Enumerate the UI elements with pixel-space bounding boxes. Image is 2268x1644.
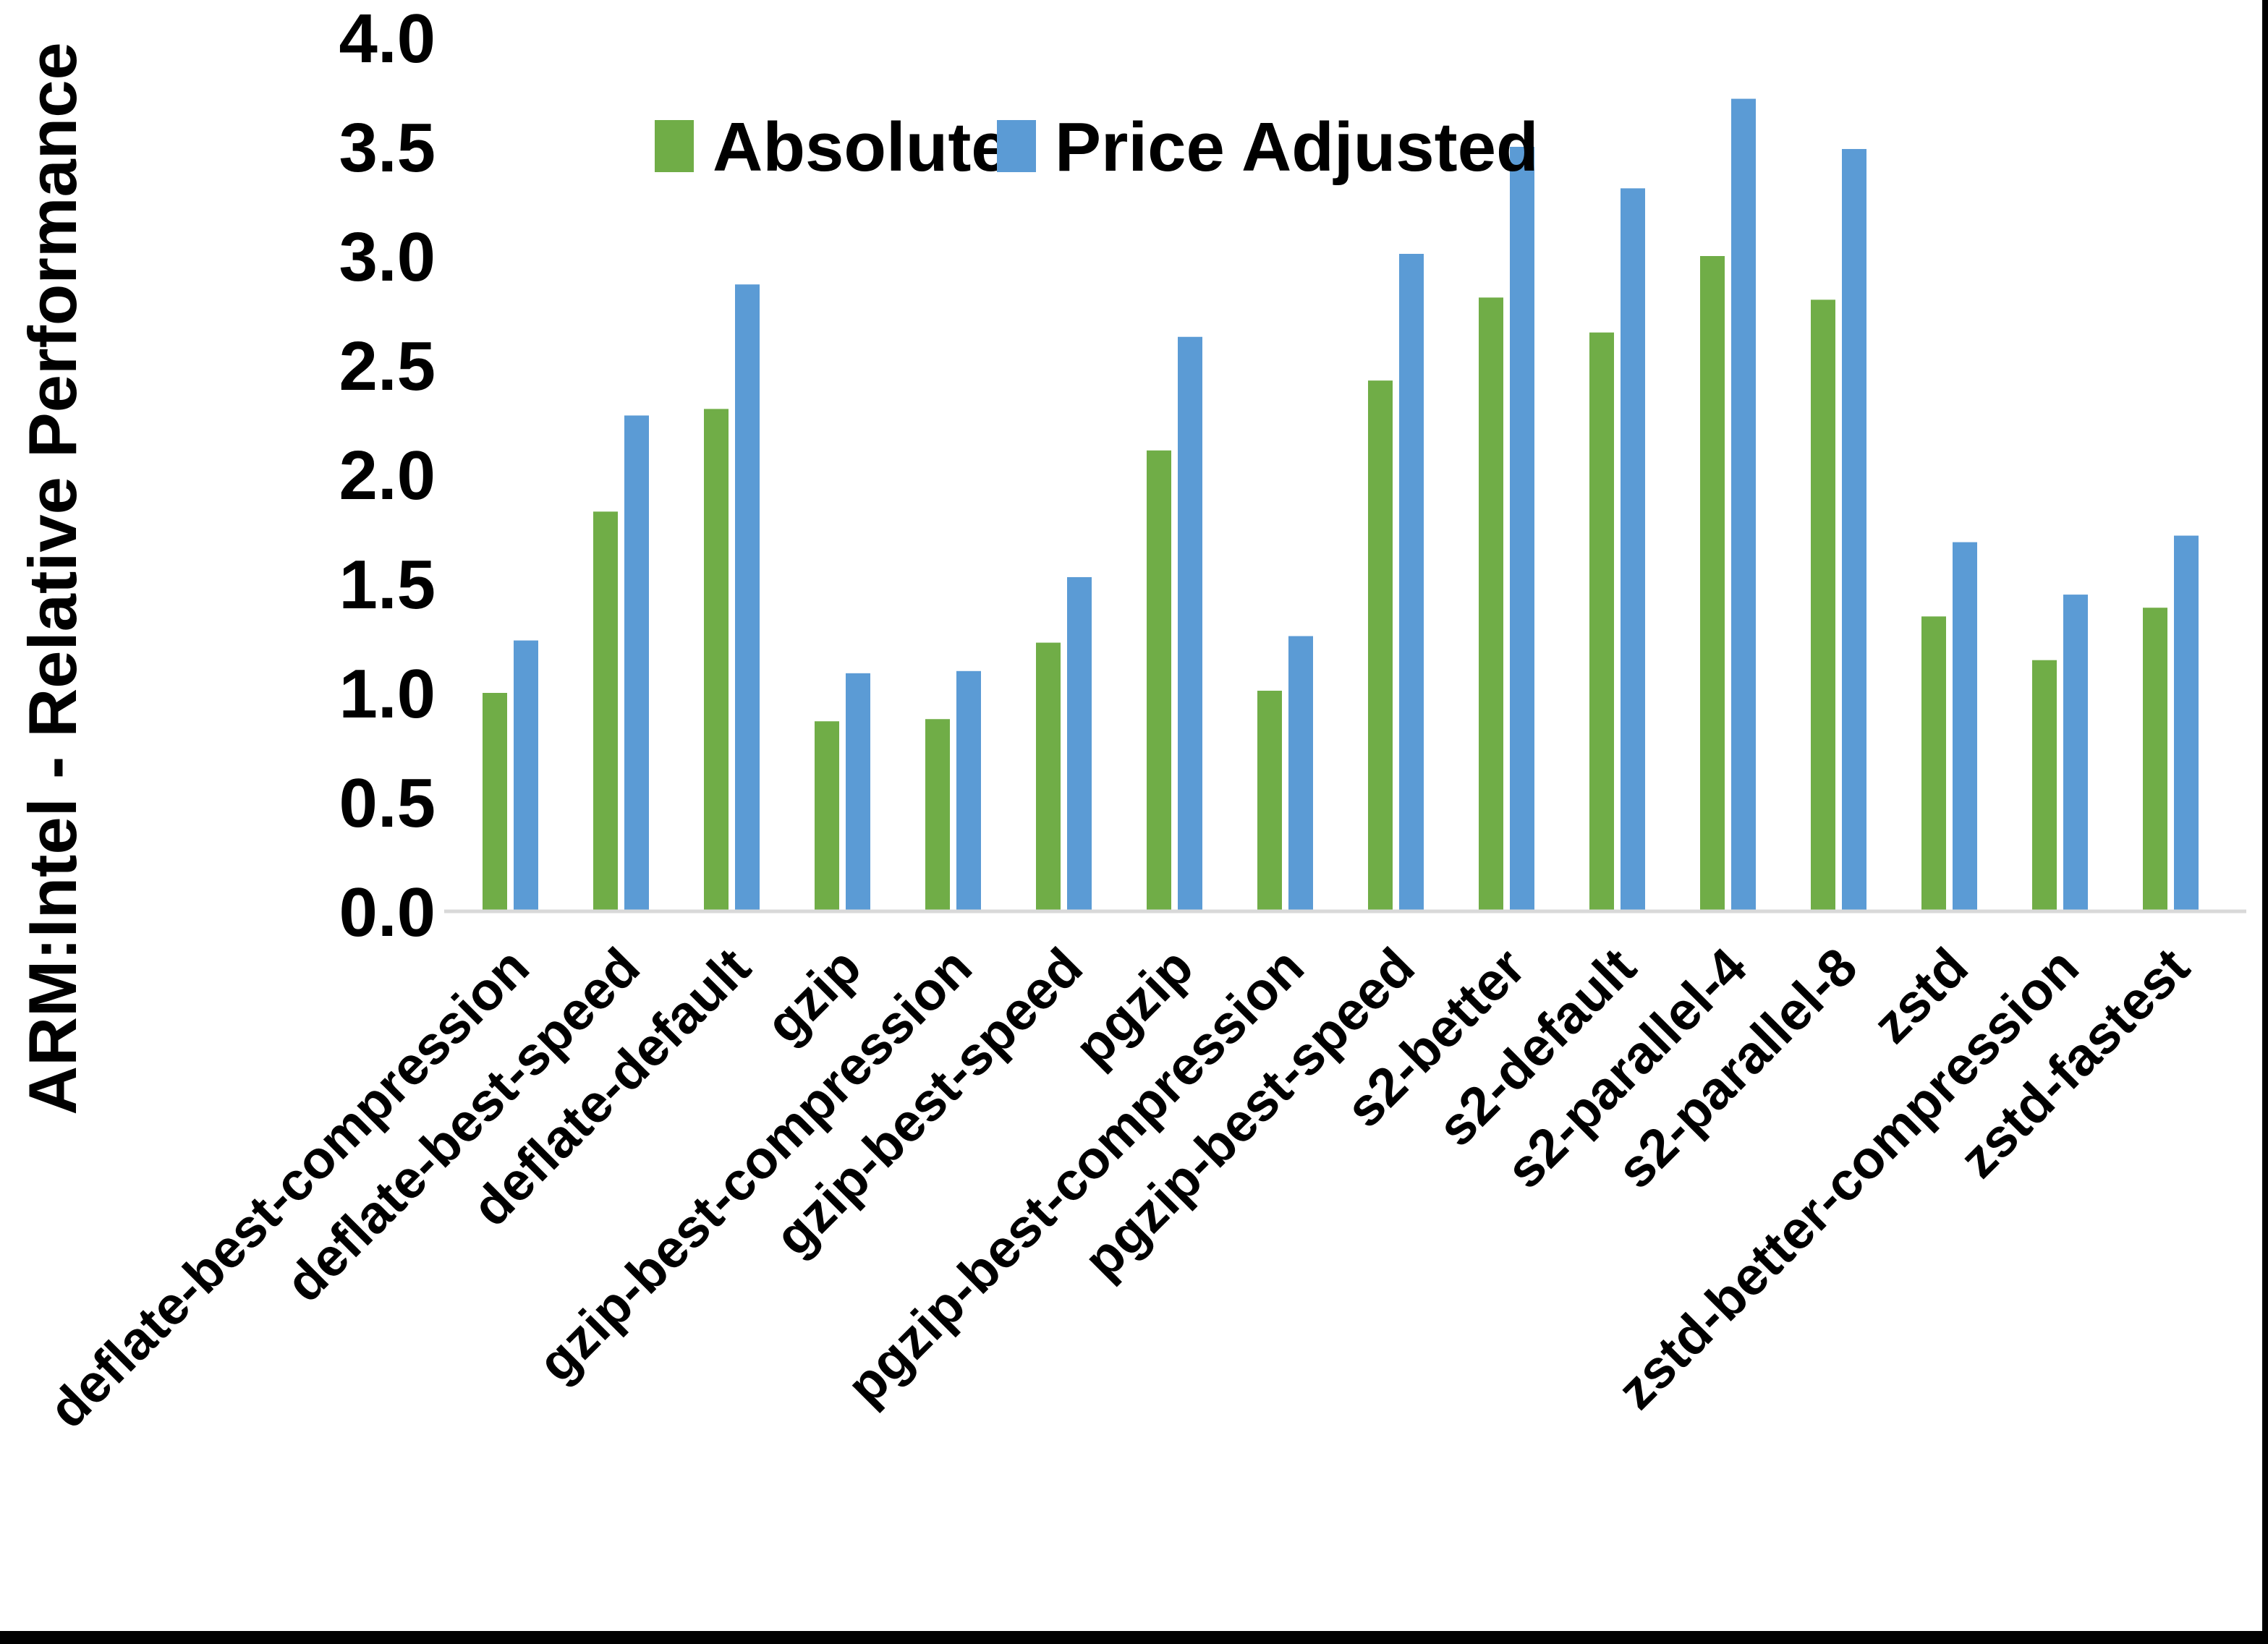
bar-price-adjusted-s2-better xyxy=(1510,147,1534,911)
bar-price-adjusted-zstd-fastest xyxy=(2174,535,2199,911)
bar-absolute-gzip-best-speed xyxy=(1036,642,1061,911)
y-axis-tick-labels: 0.0 0.5 1.0 1.5 2.0 2.5 3.0 3.5 4.0 xyxy=(339,0,436,951)
x-category-label: deflate-best-compression xyxy=(37,937,540,1439)
legend-swatch-absolute xyxy=(655,120,694,172)
bar-absolute-zstd-better-compression xyxy=(2032,660,2057,911)
bar-absolute-pgzip-best-speed xyxy=(1368,380,1393,911)
bar-price-adjusted-pgzip xyxy=(1178,336,1202,911)
y-tick-label: 4.0 xyxy=(339,0,436,77)
legend-swatch-price-adjusted xyxy=(997,120,1036,172)
bar-absolute-pgzip xyxy=(1147,450,1171,911)
legend-label-price-adjusted: Price Adjusted xyxy=(1055,108,1539,186)
y-tick-label: 3.0 xyxy=(339,218,436,296)
y-tick-label: 1.0 xyxy=(339,655,436,733)
y-tick-label: 2.5 xyxy=(339,328,436,405)
bar-price-adjusted-gzip-best-speed xyxy=(1067,576,1092,911)
bar-price-adjusted-s2-parallel-8 xyxy=(1842,149,1866,911)
bar-absolute-s2-better xyxy=(1479,297,1503,911)
bar-price-adjusted-pgzip-best-compression xyxy=(1288,636,1313,911)
legend: Absolute Price Adjusted xyxy=(655,108,1539,186)
bar-price-adjusted-deflate-best-compression xyxy=(514,640,538,911)
bars-group xyxy=(483,98,2199,912)
bar-absolute-deflate-default xyxy=(704,409,729,911)
bar-absolute-gzip xyxy=(815,721,839,911)
y-tick-label: 3.5 xyxy=(339,109,436,187)
y-tick-label: 1.5 xyxy=(339,546,436,623)
bar-absolute-deflate-best-speed xyxy=(593,511,618,911)
bar-price-adjusted-deflate-default xyxy=(735,284,760,911)
y-tick-label: 0.0 xyxy=(339,874,436,951)
bar-absolute-s2-parallel-4 xyxy=(1700,256,1725,911)
y-axis-title: ARM:Intel - Relative Performance xyxy=(14,42,90,1115)
bar-absolute-zstd xyxy=(1921,616,1946,911)
bar-absolute-s2-default xyxy=(1589,332,1614,911)
bar-price-adjusted-pgzip-best-speed xyxy=(1399,253,1424,912)
bar-price-adjusted-zstd-better-compression xyxy=(2063,595,2088,911)
bar-absolute-deflate-best-compression xyxy=(483,693,507,911)
bar-price-adjusted-s2-default xyxy=(1621,188,1645,911)
y-tick-label: 2.0 xyxy=(339,437,436,514)
bar-absolute-gzip-best-compression xyxy=(925,719,950,911)
bar-price-adjusted-zstd xyxy=(1953,542,1977,911)
bar-absolute-s2-parallel-8 xyxy=(1811,299,1835,911)
bar-absolute-zstd-fastest xyxy=(2143,608,2167,911)
bar-absolute-pgzip-best-compression xyxy=(1257,690,1282,911)
legend-label-absolute: Absolute xyxy=(713,108,1010,186)
y-tick-label: 0.5 xyxy=(339,764,436,842)
x-axis-category-labels: deflate-best-compressiondeflate-best-spe… xyxy=(37,937,2200,1439)
bar-price-adjusted-s2-parallel-4 xyxy=(1731,98,1756,911)
bar-price-adjusted-gzip xyxy=(846,673,870,911)
bar-price-adjusted-deflate-best-speed xyxy=(624,415,649,911)
bar-price-adjusted-gzip-best-compression xyxy=(956,670,981,911)
